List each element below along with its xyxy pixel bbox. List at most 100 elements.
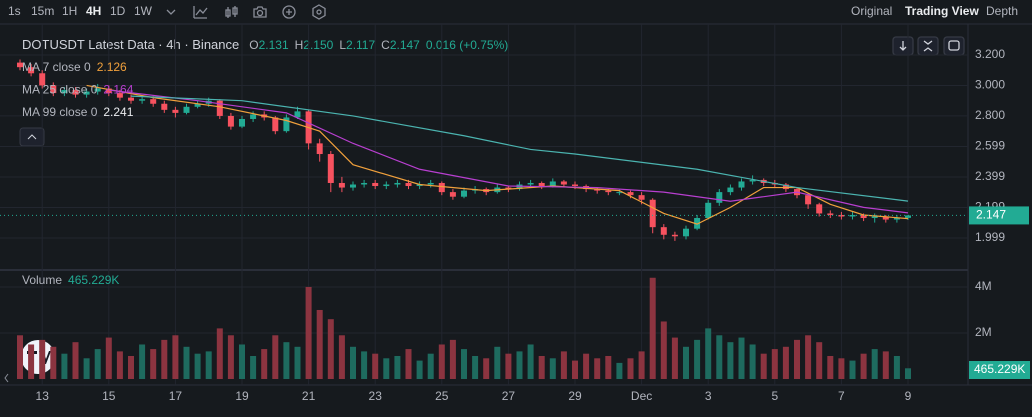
screenshot-icon[interactable] — [253, 6, 267, 18]
interval-button[interactable]: 15m — [31, 4, 54, 18]
candle-body — [39, 73, 46, 86]
y-tick-label: 3.000 — [975, 78, 1005, 92]
ohlc-key: O — [249, 38, 258, 52]
volume-bar — [72, 342, 79, 379]
volume-bar — [194, 353, 201, 379]
x-tick-label: 19 — [235, 389, 249, 403]
volume-bar — [560, 351, 567, 379]
volume-bar — [760, 353, 767, 379]
ma-value: 2.126 — [97, 60, 127, 74]
x-tick-label: 15 — [102, 389, 116, 403]
candle-body — [782, 184, 789, 190]
candle-body — [316, 143, 323, 155]
volume-bar — [871, 349, 878, 379]
settings-icon[interactable] — [312, 4, 326, 20]
volume-bar — [605, 355, 612, 379]
indicator-icon[interactable] — [193, 6, 208, 19]
volume-bar — [549, 358, 556, 379]
add-icon[interactable] — [282, 5, 296, 19]
candle-body — [694, 218, 701, 229]
volume-last-label: 465.229K — [974, 362, 1025, 376]
interval-button[interactable]: 1H — [62, 4, 77, 18]
candle-body — [538, 182, 545, 187]
volume-legend: Volume 465.229K — [22, 273, 119, 287]
candle-body — [94, 88, 101, 92]
volume-bar — [105, 337, 112, 379]
interval-button[interactable]: 4H — [86, 4, 101, 18]
volume-bar — [572, 360, 578, 379]
candle-body — [128, 97, 134, 101]
volume-bar — [738, 337, 745, 379]
plus — [286, 9, 292, 15]
volume-bar — [671, 337, 678, 379]
volume-bar — [283, 342, 290, 379]
x-tick-label: Dec — [631, 389, 652, 403]
interval-button[interactable]: 1s — [8, 4, 21, 18]
candle-body — [405, 182, 412, 187]
volume-bar — [494, 346, 501, 379]
volume-bar — [749, 344, 756, 379]
candle-body — [150, 99, 157, 104]
volume-bar — [316, 309, 323, 379]
ma-legend: MA 7 close 0 2.126 — [22, 60, 127, 74]
candle-body — [805, 195, 812, 205]
candle-body — [283, 117, 290, 132]
volume-bar — [372, 353, 379, 379]
view-tab[interactable]: Trading View — [905, 4, 979, 18]
volume-bar — [39, 339, 46, 379]
candle-body — [572, 184, 578, 187]
candle-body — [372, 182, 379, 187]
volume-bar — [594, 358, 601, 379]
volume-bar — [172, 335, 179, 379]
lens — [256, 9, 264, 17]
chevron-up — [27, 134, 37, 140]
candle-body — [172, 109, 179, 113]
volume-bar — [239, 344, 245, 379]
ma-name: MA 99 close 0 — [22, 105, 98, 119]
ohlc-value: 2.147 — [390, 38, 420, 52]
header-buttons[interactable] — [892, 36, 965, 56]
candle-icon[interactable] — [225, 6, 238, 18]
candle-body — [671, 234, 678, 237]
ohlc-value: 2.117 — [346, 38, 375, 52]
volume-bar — [527, 344, 534, 379]
volume-bar — [83, 358, 90, 379]
symbol-legend: DOTUSDT Latest Data · 4h · Binance O2.131… — [22, 37, 508, 52]
ma-name: MA 7 close 0 — [22, 60, 91, 74]
ma-line — [86, 84, 909, 225]
toolbar-icons[interactable] — [166, 4, 326, 20]
x-tick-label: 9 — [905, 389, 912, 403]
volume-name: Volume — [22, 273, 62, 287]
last-price-box — [969, 206, 1029, 225]
volume-bar — [216, 328, 223, 379]
candle-body — [616, 192, 623, 194]
candle-body — [816, 204, 823, 214]
more-intervals[interactable] — [166, 9, 176, 15]
button[interactable] — [917, 36, 939, 56]
candle-body — [72, 90, 79, 95]
volume-bar — [272, 335, 279, 379]
ma-legend: MA 25 close 0 2.164 — [22, 83, 134, 97]
y-tick-label: 2.399 — [975, 169, 1005, 183]
interval-button[interactable]: 1W — [134, 4, 153, 18]
view-tab[interactable]: Original — [851, 4, 892, 18]
candle-body — [227, 115, 234, 127]
collapse-legend-button[interactable] — [19, 127, 45, 147]
scroll-left[interactable] — [4, 373, 9, 383]
volume-bar — [727, 342, 734, 379]
ohlc-key: H — [295, 38, 304, 52]
ohlc-value: 2.150 — [303, 38, 333, 52]
candle-body — [705, 202, 712, 219]
volume-bar — [616, 362, 623, 379]
download-icon — [899, 41, 907, 51]
y-tick-label: 2M — [975, 325, 992, 339]
view-tab[interactable]: Depth — [986, 4, 1018, 18]
candle-body — [61, 90, 68, 94]
interval-button[interactable]: 1D — [110, 4, 126, 18]
ma-value: 2.241 — [103, 105, 133, 119]
volume-bar — [128, 355, 134, 379]
button[interactable] — [943, 36, 965, 56]
volume-bar — [782, 346, 789, 379]
candle-body — [738, 181, 745, 188]
